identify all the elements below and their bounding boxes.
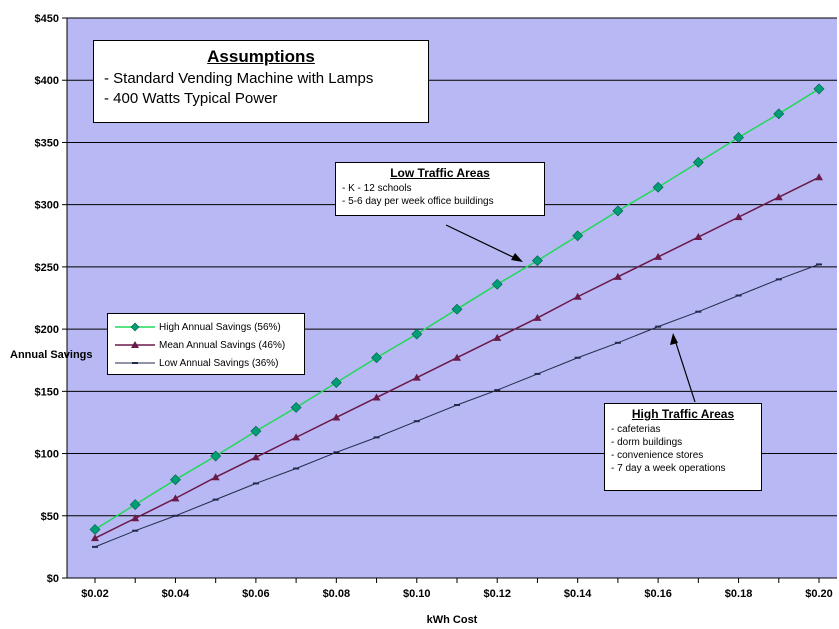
- data-point-high: [491, 278, 503, 290]
- annotation-arrows: [445, 224, 696, 403]
- legend-swatch-high: [115, 322, 155, 332]
- x-tick-label: $0.12: [483, 588, 511, 600]
- data-point-mean: [493, 333, 502, 341]
- data-point-high: [411, 328, 423, 340]
- assumption-line: - Standard Vending Machine with Lamps: [104, 70, 374, 87]
- axes: [62, 17, 837, 583]
- x-tick-label: $0.20: [805, 588, 833, 600]
- low-traffic-annotation: Low Traffic Areas - K - 12 schools - 5-6…: [335, 162, 545, 216]
- data-point-mean: [211, 473, 220, 481]
- x-tick-label: $0.04: [162, 588, 190, 600]
- high-traffic-annotation: High Traffic Areas - cafeterias - dorm b…: [604, 403, 762, 491]
- assumptions-box: Assumptions - Standard Vending Machine w…: [93, 40, 429, 123]
- low-traffic-title: Low Traffic Areas: [390, 166, 490, 180]
- data-point-high: [290, 402, 302, 413]
- y-tick-label: $150: [35, 386, 59, 398]
- legend-item-high: High Annual Savings (56%): [114, 318, 298, 336]
- low-traffic-line: - 5-6 day per week office buildings: [342, 196, 494, 207]
- data-point-mean: [654, 252, 663, 260]
- data-point-mean: [815, 173, 823, 181]
- high-traffic-line: - cafeterias: [611, 424, 661, 435]
- data-point-mean: [613, 272, 622, 280]
- data-point-mean: [332, 413, 341, 421]
- y-axis-title: Annual Savings: [10, 349, 93, 361]
- x-tick-label: $0.06: [242, 588, 270, 600]
- data-point-high: [250, 425, 262, 437]
- y-tick-label: $300: [35, 200, 59, 212]
- y-tick-label: $250: [35, 262, 59, 274]
- data-point-mean: [91, 534, 99, 542]
- low-traffic-line: - K - 12 schools: [342, 183, 412, 194]
- y-tick-label: $450: [35, 13, 59, 25]
- high-traffic-line: - 7 day a week operations: [611, 463, 726, 474]
- data-point-high: [210, 450, 222, 462]
- data-point-high: [129, 499, 141, 511]
- legend-swatch-low: [115, 362, 155, 364]
- legend: High Annual Savings (56%) Mean Annual Sa…: [107, 313, 305, 375]
- series-markers: [89, 83, 825, 548]
- y-tick-labels: $0 $50 $100 $150 $200 $250 $300 $350 $400 $450: [35, 13, 59, 585]
- data-point-high: [692, 156, 704, 168]
- high-traffic-arrowhead: [670, 333, 678, 345]
- x-tick-labels: $0.02 $0.04 $0.06 $0.08 $0.10 $0.12 $0.14 $0.16…: [81, 588, 833, 600]
- legend-label: Mean Annual Savings (46%): [159, 339, 286, 351]
- x-axis-title: kWh Cost: [427, 614, 478, 626]
- low-traffic-arrowhead: [511, 253, 523, 262]
- high-traffic-title: High Traffic Areas: [631, 407, 735, 421]
- assumptions-title: Assumptions: [207, 47, 315, 66]
- x-tick-label: $0.14: [564, 588, 592, 600]
- y-tick-label: $400: [35, 75, 59, 87]
- data-point-high: [733, 132, 744, 143]
- data-point-mean: [453, 353, 461, 361]
- assumption-line: - 400 Watts Typical Power: [104, 90, 278, 107]
- y-tick-label: $100: [35, 449, 59, 461]
- data-point-mean: [131, 514, 140, 522]
- data-point-high: [612, 205, 624, 217]
- data-point-high: [813, 83, 825, 95]
- high-traffic-arrow-line: [674, 339, 696, 403]
- data-point-mean: [412, 373, 421, 381]
- data-point-mean: [734, 213, 743, 221]
- legend-item-low: Low Annual Savings (36%): [114, 354, 298, 372]
- data-point-mean: [533, 313, 542, 321]
- data-point-high: [371, 352, 382, 364]
- data-point-mean: [372, 393, 381, 401]
- data-point-mean: [774, 193, 783, 201]
- y-tick-label: $350: [35, 137, 59, 149]
- data-point-high: [773, 108, 785, 120]
- x-tick-label: $0.10: [403, 588, 431, 600]
- legend-swatch-mean: [115, 341, 155, 348]
- data-point-mean: [573, 292, 582, 300]
- low-traffic-arrow-line: [445, 224, 520, 261]
- data-point-mean: [292, 433, 301, 441]
- high-traffic-line: - dorm buildings: [611, 437, 683, 448]
- data-point-mean: [694, 233, 703, 241]
- legend-item-mean: Mean Annual Savings (46%): [114, 336, 298, 354]
- data-point-high: [652, 181, 664, 193]
- data-point-high: [330, 377, 342, 389]
- data-point-mean: [171, 494, 180, 502]
- data-point-high: [170, 474, 181, 486]
- data-point-high: [572, 230, 584, 242]
- x-tick-label: $0.08: [323, 588, 351, 600]
- high-traffic-line: - convenience stores: [611, 450, 704, 461]
- y-tick-label: $200: [35, 324, 59, 336]
- y-tick-label: $50: [41, 511, 59, 523]
- x-tick-label: $0.02: [81, 588, 109, 600]
- x-tick-label: $0.16: [644, 588, 672, 600]
- data-point-high: [451, 303, 463, 315]
- legend-label: Low Annual Savings (36%): [159, 357, 279, 369]
- legend-label: High Annual Savings (56%): [159, 321, 281, 333]
- data-point-high: [532, 255, 543, 267]
- x-tick-label: $0.18: [725, 588, 753, 600]
- data-point-high: [89, 524, 101, 535]
- data-point-mean: [251, 453, 260, 461]
- y-tick-label: $0: [47, 573, 59, 585]
